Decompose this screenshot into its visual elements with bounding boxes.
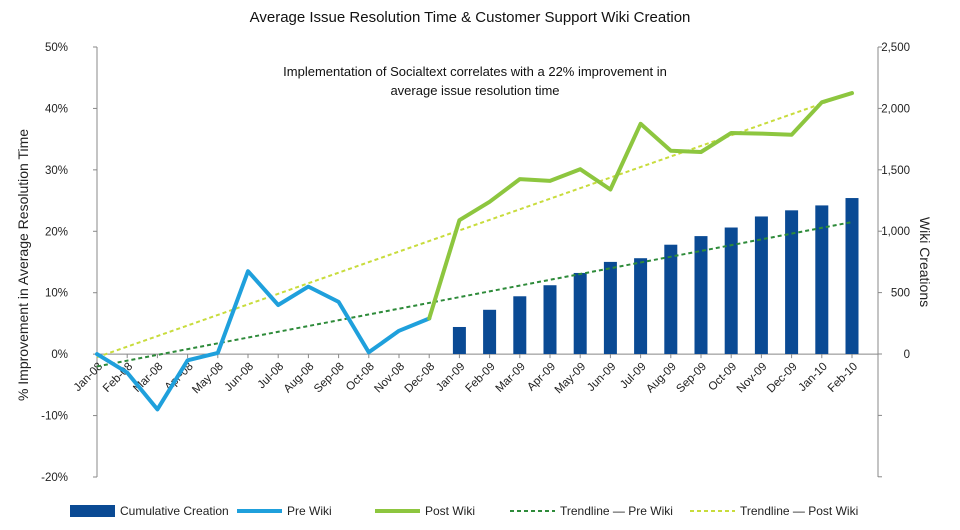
x-tick-label: Nov-09 (735, 361, 770, 396)
legend-label-cumulative-creation: Cumulative Creation (120, 504, 229, 518)
bar-cumulative-creation (634, 258, 648, 354)
legend-label-post-wiki: Post Wiki (425, 504, 475, 518)
x-tick-label: Feb-09 (463, 361, 497, 395)
x-tick-label: Sep-09 (674, 361, 709, 396)
bar-cumulative-creation (815, 205, 829, 354)
y-left-tick-label: 40% (45, 103, 68, 115)
x-tick-label: Jun-08 (223, 361, 256, 394)
y-left-tick-label: 50% (45, 42, 68, 54)
bar-cumulative-creation (664, 244, 678, 354)
x-tick-label: Oct-08 (344, 361, 377, 394)
legend-label-trendline-post-wiki: Trendline — Post Wiki (740, 504, 858, 518)
y-left-tick-label: 30% (45, 165, 68, 177)
pre-wiki-line (95, 269, 432, 412)
y-right-tick-label: 500 (891, 288, 910, 300)
plot-area: -20% -10% 0% 10% 20% 30% 40% 50% 0 500 1,000 1,500 2… (41, 42, 910, 484)
bar-cumulative-creation (573, 272, 587, 354)
y-left-tick-label: 10% (45, 288, 68, 300)
bar-cumulative-creation (513, 296, 527, 354)
y-left-tick-label: 0% (51, 349, 68, 361)
y-left-tick-label: -10% (41, 411, 68, 423)
y-left-tick-label: -20% (41, 472, 68, 484)
x-tick-label: Jun-09 (585, 361, 618, 394)
x-tick-label: Feb-10 (826, 361, 860, 395)
y-axis-right-label: Wiki Creations (917, 217, 933, 307)
x-tick-label: Aug-09 (644, 361, 679, 396)
legend-swatch-cumulative-creation (70, 505, 115, 517)
x-tick-label: Dec-08 (403, 361, 438, 396)
x-tick-label: Nov-08 (372, 361, 407, 396)
bar-cumulative-creation (754, 216, 768, 354)
bar-cumulative-creation (785, 210, 799, 354)
trendline-pre-wiki-line (96, 221, 853, 368)
bar-cumulative-creation (483, 309, 497, 354)
chart-title: Average Issue Resolution Time & Customer… (250, 9, 691, 26)
chart-annotation-line-2: average issue resolution time (390, 83, 559, 98)
bar-cumulative-creation (452, 326, 466, 354)
x-tick-label: Dec-09 (765, 361, 800, 396)
y-right-tick-label: 2,000 (881, 103, 910, 115)
post-wiki-line (427, 91, 854, 321)
y-left-tick-label: 20% (45, 226, 68, 238)
legend-label-trendline-pre-wiki: Trendline — Pre Wiki (560, 504, 673, 518)
y-right-tick-label: 1,500 (881, 165, 910, 177)
x-tick-label: Jan-09 (434, 361, 467, 394)
chart-annotation-line-1: Implementation of Socialtext correlates … (283, 64, 667, 79)
x-tick-label: May-08 (190, 361, 226, 397)
y-axis-left-label: % Improvement in Average Resolution Time (15, 129, 31, 401)
y-right-tick-label: 2,500 (881, 42, 910, 54)
chart-legend: Cumulative Creation Pre Wiki Post Wiki Tren… (70, 504, 858, 518)
x-tick-label: May-09 (553, 361, 589, 397)
bar-cumulative-creation (603, 261, 617, 354)
bar-cumulative-creation (845, 198, 859, 354)
bar-cumulative-creation (724, 227, 738, 354)
bar-cumulative-creation (543, 285, 557, 354)
legend-label-pre-wiki: Pre Wiki (287, 504, 332, 518)
bar-cumulative-creation (694, 236, 708, 354)
x-tick-label: Sep-08 (312, 361, 347, 396)
x-tick-label: Jan-10 (797, 361, 830, 394)
x-tick-label: Oct-09 (706, 361, 739, 394)
y-right-tick-label: 1,000 (881, 226, 910, 238)
x-tick-label: Aug-08 (282, 361, 317, 396)
x-tick-label: Mar-09 (494, 361, 528, 395)
x-tick-label: Mar-08 (131, 361, 165, 395)
y-right-tick-label: 0 (904, 349, 910, 361)
